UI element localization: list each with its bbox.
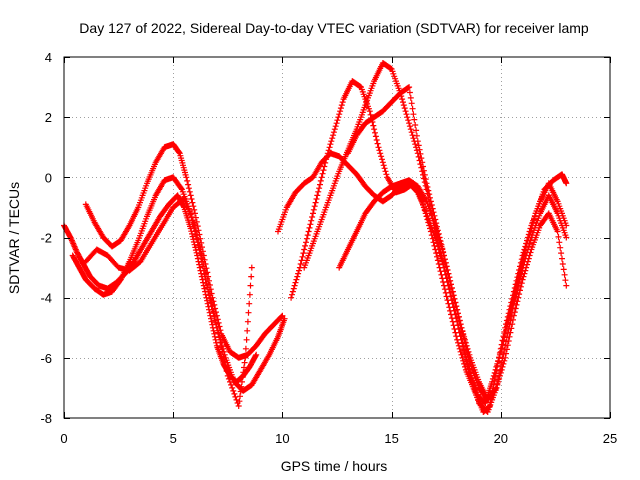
y-tick-label: 0 <box>45 170 52 185</box>
data-points <box>61 60 570 415</box>
plot-frame <box>63 56 611 419</box>
y-tick-label: -4 <box>40 291 52 306</box>
data-point-markers <box>82 195 255 409</box>
x-tick-label: 0 <box>60 431 67 446</box>
y-tick-label: 2 <box>45 110 52 125</box>
y-tick-labels: -8 -6 -4 -2 0 2 4 <box>40 50 52 426</box>
x-tick-label: 25 <box>603 431 617 446</box>
x-tick-label: 5 <box>170 431 177 446</box>
y-tick-label: -6 <box>40 351 52 366</box>
x-tick-label: 15 <box>384 431 398 446</box>
y-tick-label: -2 <box>40 231 52 246</box>
tick-marks <box>64 57 611 419</box>
x-tick-labels: 0 5 10 15 20 25 <box>60 431 617 446</box>
series-track-3 <box>82 141 286 361</box>
x-tick-label: 10 <box>275 431 289 446</box>
y-tick-label: -8 <box>40 411 52 426</box>
x-tick-label: 20 <box>494 431 508 446</box>
y-tick-label: 4 <box>45 50 52 65</box>
y-axis-label: SDTVAR / TECUs <box>6 182 22 294</box>
series-track-4 <box>82 195 255 409</box>
data-point-markers <box>82 141 286 361</box>
chart-title: Day 127 of 2022, Sidereal Day-to-day VTE… <box>79 20 589 36</box>
data-point-markers <box>344 84 491 403</box>
x-axis-label: GPS time / hours <box>281 458 388 474</box>
series-track-9 <box>344 84 491 403</box>
